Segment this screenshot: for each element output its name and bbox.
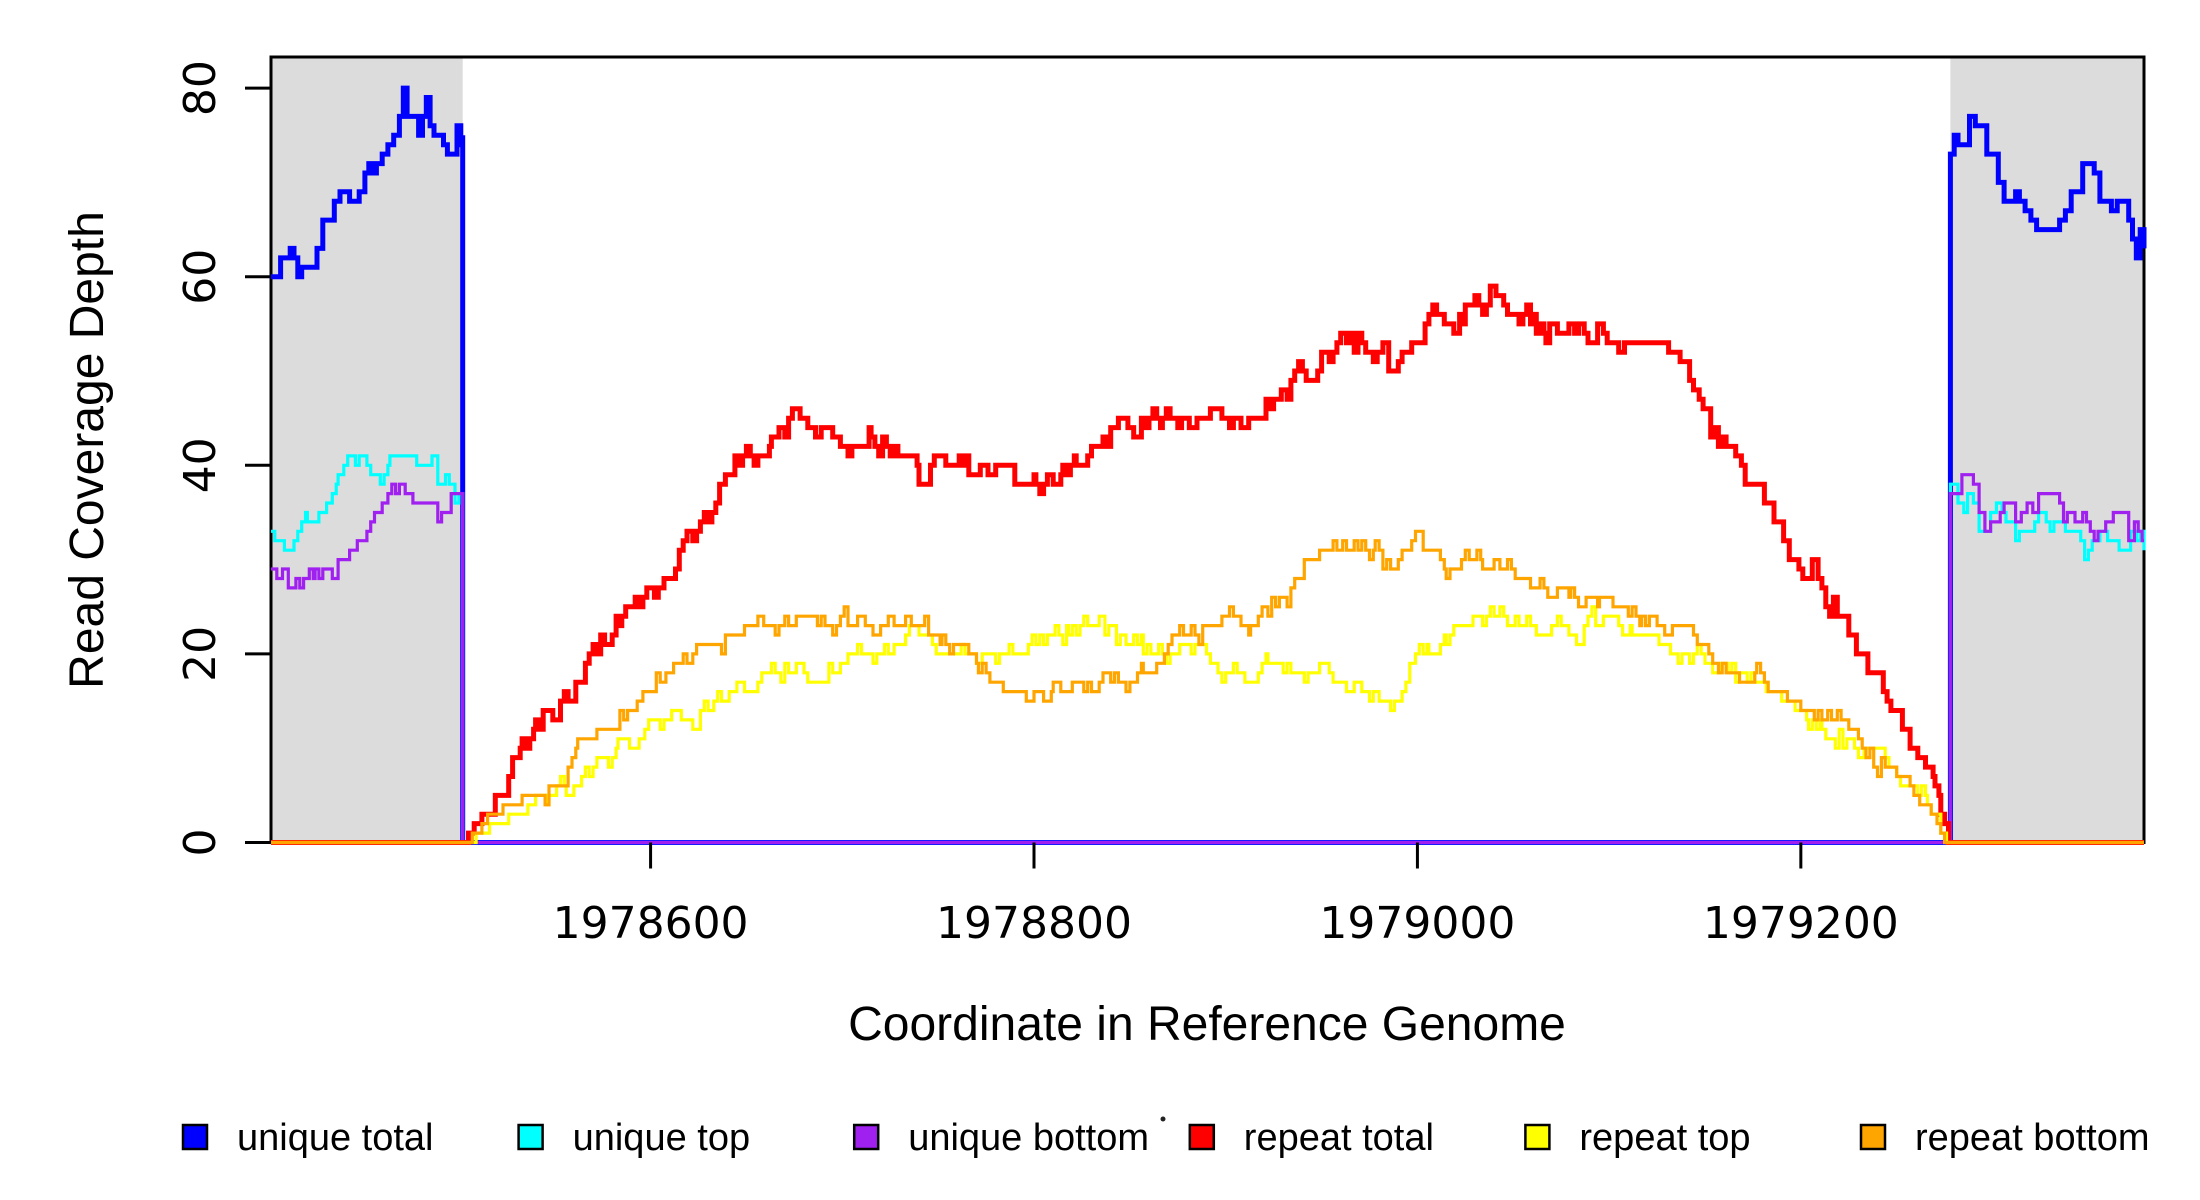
stray-dot (1160, 1116, 1166, 1122)
x-axis-title: Coordinate in Reference Genome (848, 998, 1566, 1051)
x-tick-label: 1979000 (1319, 898, 1515, 949)
series-unique-bottom (271, 473, 2144, 845)
series-unique-total (271, 85, 2147, 845)
legend-item-unique-top: unique top (517, 1117, 751, 1159)
x-tick-label: 1979200 (1703, 898, 1899, 949)
x-tick-label: 1978800 (936, 898, 1132, 949)
series-repeat-bottom (271, 529, 2144, 845)
legend-item-unique-bottom: unique bottom (852, 1117, 1149, 1159)
axes: 1978600 1978800 1979000 1979200 0 20 40 60 80 (175, 60, 1899, 949)
legend-item-repeat-top: repeat top (1524, 1117, 1751, 1159)
series-repeat-top (271, 605, 2144, 845)
y-axis-title: Read Coverage Depth (61, 211, 114, 689)
legend-item-unique-total: unique total (181, 1117, 434, 1159)
legend-swatch-repeat-total (1188, 1123, 1216, 1151)
legend-label-unique-total: unique total (237, 1117, 434, 1159)
region-unique-flank-right (1950, 57, 2144, 843)
shaded-regions (271, 57, 2144, 843)
legend-swatch-unique-total (181, 1123, 209, 1151)
legend-swatch-unique-top (517, 1123, 544, 1151)
legend-label-unique-bottom: unique bottom (908, 1117, 1149, 1159)
legend-label-repeat-bottom: repeat bottom (1915, 1117, 2149, 1159)
legend-label-repeat-total: repeat total (1244, 1117, 1434, 1159)
plot-border (269, 55, 2146, 844)
y-tick-label: 20 (175, 626, 226, 682)
x-tick-label: 1978600 (553, 898, 749, 949)
legend-item-repeat-total: repeat total (1188, 1117, 1434, 1159)
series-lines (271, 85, 2147, 845)
y-tick-label: 40 (175, 437, 226, 493)
legend-swatch-repeat-top (1524, 1123, 1551, 1151)
series-repeat-total (271, 283, 2144, 845)
y-tick-label: 0 (175, 829, 226, 857)
plot-box (269, 55, 2146, 844)
y-tick-label: 60 (175, 249, 226, 305)
legend-label-unique-top: unique top (573, 1117, 751, 1159)
y-tick-label: 80 (175, 60, 226, 116)
legend-item-repeat-bottom: repeat bottom (1859, 1117, 2149, 1159)
legend-swatch-unique-bottom (852, 1123, 880, 1151)
legend-label-repeat-top: repeat top (1579, 1117, 1750, 1159)
legend: unique total unique top unique bottom repea… (181, 1117, 2149, 1159)
legend-swatch-repeat-bottom (1859, 1123, 1887, 1151)
